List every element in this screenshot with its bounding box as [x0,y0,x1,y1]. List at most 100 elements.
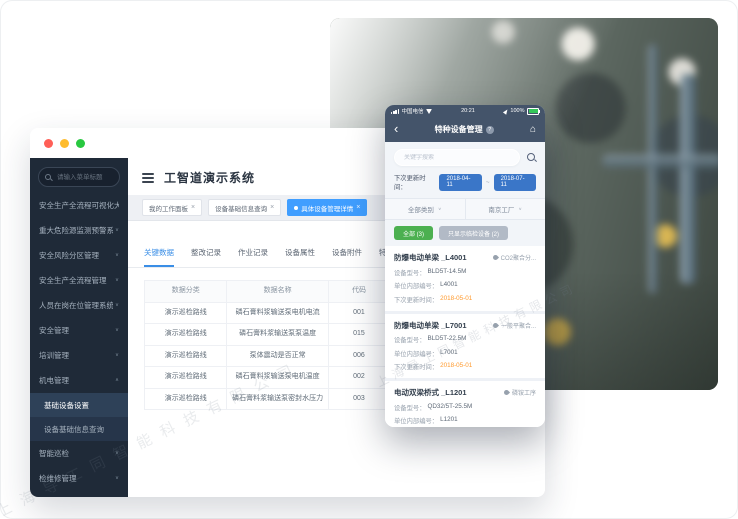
dropdown-row: 全部类别 ∨ 南京工厂 ∨ [385,198,545,220]
sidebar-item[interactable]: 检维修管理 ∨ [30,466,128,491]
sidebar: 安全生产全流程可视化大屏 重大危险源监测预警系统 ∨ 安全风险分区管理 ∨ [30,158,128,497]
chevron-icon: ∨ [114,327,119,333]
chevron-icon: ∨ [114,277,119,283]
window-minimize-button[interactable] [60,138,69,148]
sidebar-item-label: 安全管理 [39,326,69,335]
sidebar-item-label: 检维修管理 [39,474,77,483]
date-to-button[interactable]: 2018-07-11 [493,173,536,191]
sidebar-item[interactable]: 重大危险源监测预警系统 ∨ [30,218,128,243]
view-tab-chip[interactable]: 设备基础信息查询 × [208,199,282,216]
sidebar-item[interactable]: 培训管理 ∨ [30,343,128,368]
cell-data-category: 演示巡检路线 [143,344,228,367]
chevron-icon: ∨ [114,475,119,481]
model-value: BLD5T-14.5M [427,267,467,275]
sidebar-item-label: 设备基础信息查询 [44,424,104,434]
sidebar-item-label: 培训管理 [39,351,69,360]
sidebar-item[interactable]: 设备基础信息查询 [30,417,128,441]
location-pin-icon [492,253,500,262]
cell-data-category: 演示巡检路线 [143,301,228,324]
table-header-cell: 代码 [327,280,391,303]
sidebar-item[interactable]: 基础设备设置 [30,393,128,417]
location-label: 一般平聚合... [500,323,536,330]
card-line-model: 设备型号： QD32/5T-25.5M [394,403,536,412]
card-line-code: 单位内部编号： L7001 [394,349,536,358]
equipment-card[interactable]: 电动双梁桥式 _L1201 磷铵工序 设备型号： QD32/5T-25.5M 单… [385,381,545,427]
cell-code: 003 [327,387,391,410]
model-label: 设备型号： [394,337,426,344]
dropdown-label: 全部类别 [407,207,434,214]
cell-code: 015 [327,323,391,346]
search-icon[interactable] [527,153,536,162]
internal-code-value: L7001 [440,348,458,356]
status-time: 20:21 [461,108,475,114]
sidebar-item[interactable]: 安全生产全流程管理 ∨ [30,268,128,293]
cell-code: 001 [327,301,391,324]
sidebar-item[interactable]: 智能巡检 ∨ [30,441,128,466]
equipment-location: CO2聚合分... [492,253,536,262]
phone-search-field[interactable] [394,149,520,166]
equipment-card[interactable]: 防爆电动单梁 _L7001 一般平聚合... 设备型号： BLD5T-22.5M… [385,313,545,381]
equipment-card[interactable]: 防爆电动单梁 _L4001 CO2聚合分... 设备型号： BLD5T-14.5… [385,246,545,314]
model-value: BLD5T-22.5M [427,335,467,342]
menu-collapse-icon[interactable] [142,176,154,179]
sidebar-item-label: 安全生产全流程管理 [39,276,107,285]
cell-data-name: 泵体震动是否正常 [226,344,329,367]
sidebar-item[interactable]: 安全风险分区管理 ∨ [30,243,128,268]
sidebar-item-label: 机电管理 [39,376,69,385]
card-line-next-update: 下次更新时间： 2018-05-01 [394,295,536,304]
next-update-value: 2018-05-01 [440,294,473,302]
cell-code: 002 [327,366,391,389]
sidebar-search[interactable] [38,167,120,187]
close-icon[interactable]: × [191,204,196,211]
equipment-title: 防爆电动单梁 _L4001 [394,253,467,262]
chevron-icon: ∨ [114,252,119,258]
filter-chip[interactable]: 全部 (3) [394,226,434,240]
card-header: 电动双梁桥式 _L1201 磷铵工序 [394,387,536,398]
battery-icon [527,107,540,115]
sidebar-item[interactable]: 人员在岗在位管理系统 ∨ [30,293,128,318]
home-icon[interactable]: ⌂ [529,123,536,135]
card-line-next-update: 下次更新时间： 2018-05-01 [394,362,536,371]
signal-icon [391,108,399,114]
back-icon[interactable]: ‹ [394,121,399,136]
cell-data-name: 磷石膏料浆输送泵电机电流 [226,301,329,324]
view-tab-label: 设备基础信息查询 [215,205,268,213]
close-icon[interactable]: × [356,204,361,211]
detail-tab[interactable]: 整改记录 [191,248,221,257]
chevron-icon: ∧ [114,377,119,383]
app-header: 工智道演示系统 [128,158,545,195]
detail-tab[interactable]: 设备附件 [332,248,362,257]
window-maximize-button[interactable] [76,138,85,148]
sidebar-item-label: 安全风险分区管理 [39,251,99,260]
equipment-title: 防爆电动单梁 _L7001 [394,320,467,330]
sidebar-item-label: 基础设备设置 [44,400,89,410]
date-from-button[interactable]: 2018-04-11 [439,173,482,191]
detail-tab[interactable]: 设备属性 [285,248,315,257]
help-badge-icon[interactable]: ? [485,125,494,134]
chevron-icon: ∨ [114,450,119,456]
phone-mockup: 中国电信 20:21 100% ‹ 特种设备管理 ? ⌂ [385,105,545,427]
location-pin-icon [503,388,511,397]
cell-data-name: 磷石膏料浆输送泵泵温度 [226,323,329,346]
phone-search-input[interactable] [402,153,512,162]
cell-data-category: 演示巡检路线 [143,387,228,410]
detail-tab[interactable]: 作业记录 [238,248,268,257]
phone-nav-bar: ‹ 特种设备管理 ? ⌂ [385,117,545,142]
detail-tab[interactable]: 关键数据 [144,247,174,267]
chevron-down-icon: ∨ [518,206,523,212]
dropdown-select[interactable]: 南京工厂 ∨ [464,199,546,219]
view-tab-chip[interactable]: 我的工作面板 × [142,199,203,216]
sidebar-item[interactable]: 安全生产全流程可视化大屏 [30,193,128,218]
card-header: 防爆电动单梁 _L4001 CO2聚合分... [394,252,536,263]
sidebar-item[interactable]: 机电管理 ∧ [30,368,128,393]
model-label: 设备型号： [394,269,426,277]
sidebar-search-input[interactable] [55,172,113,182]
phone-page-title: 特种设备管理 [434,125,483,134]
sidebar-item[interactable]: 安全管理 ∨ [30,318,128,343]
close-icon[interactable]: × [270,204,275,211]
dropdown-select[interactable]: 全部类别 ∨ [385,199,465,219]
window-close-button[interactable] [44,138,53,148]
wifi-icon [425,108,432,114]
filter-chip[interactable]: 只显示临检设备 (2) [439,226,509,240]
view-tab-chip[interactable]: 具体设备管理详情 × [287,199,368,216]
